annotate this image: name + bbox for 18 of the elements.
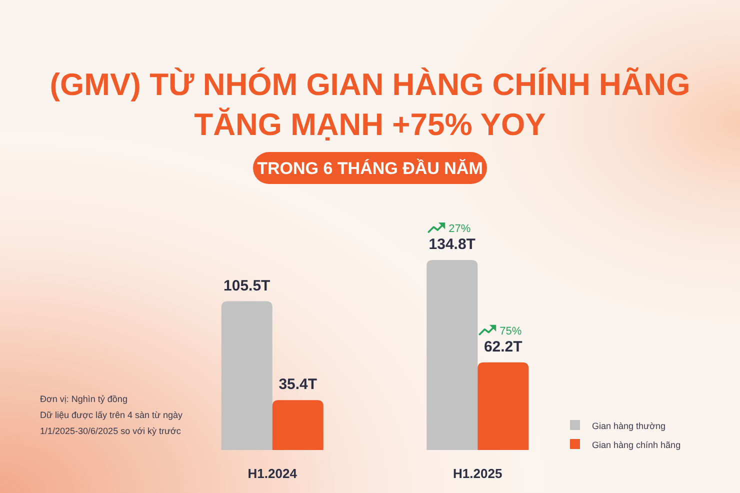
legend-label: Gian hàng chính hãng — [592, 440, 681, 450]
data-label: 134.8T — [428, 236, 476, 253]
data-label: 105.5T — [224, 277, 270, 294]
bar — [221, 301, 272, 450]
data-label: 62.2T — [484, 338, 522, 356]
annotation: Dữ liệu được lấy trên 4 sàn từ ngày 1/1/2025-30/6/2025 so với kỳ trước — [40, 410, 184, 436]
chart-subtitle: TRONG 6 THÁNG ĐẦU NĂM — [257, 158, 483, 178]
bar — [478, 362, 529, 450]
x-tick-label: H1.2025 — [453, 466, 502, 481]
x-tick-label: H1.2024 — [248, 466, 298, 481]
text: Đơn vị: Nghìn tỷ đồng — [40, 394, 128, 404]
text: 27% — [448, 223, 471, 235]
data-label: 35.4T — [278, 376, 318, 394]
annotation: 75% — [500, 325, 522, 338]
bar — [272, 400, 324, 450]
legend-label: Gian hàng thường — [592, 421, 666, 431]
chart-title: (GMV) TỪ NHÓM GIAN HÀNG CHÍNH HÃNG TĂNG MẠNH +75% YOY — [50, 67, 690, 142]
bar — [426, 260, 478, 450]
